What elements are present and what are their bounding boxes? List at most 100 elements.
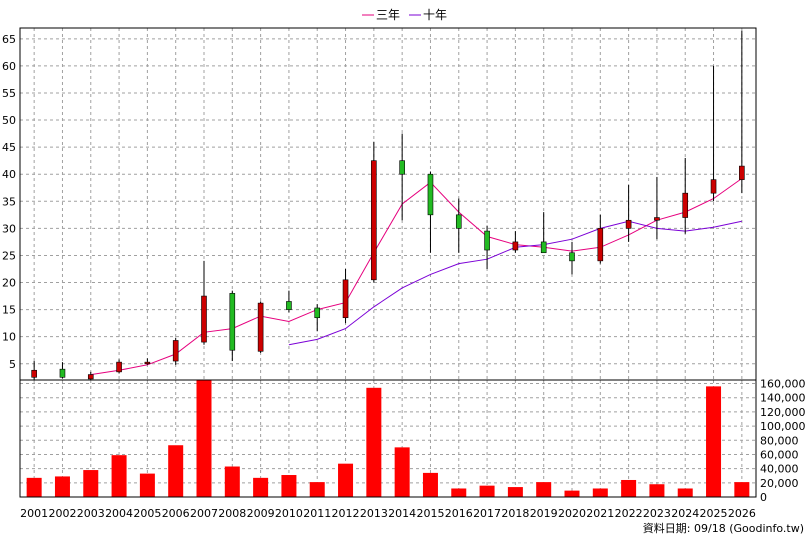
candle-body bbox=[144, 361, 151, 365]
price-panel-frame bbox=[19, 27, 757, 381]
candle-body bbox=[286, 301, 292, 310]
price-tick-label: 30 bbox=[2, 222, 16, 235]
price-tick-label: 35 bbox=[2, 195, 16, 208]
x-tick-label: 2024 bbox=[671, 507, 699, 520]
price-tick-label: 65 bbox=[2, 33, 16, 46]
volume-panel-grid bbox=[20, 380, 756, 498]
volume-tick-label: 160,000 bbox=[760, 378, 806, 391]
candle-body bbox=[710, 179, 717, 194]
candle-body bbox=[427, 173, 434, 216]
x-tick-label: 2017 bbox=[473, 507, 501, 520]
x-tick-label: 2005 bbox=[133, 507, 161, 520]
candle-body bbox=[512, 241, 519, 251]
volume-bar bbox=[564, 490, 580, 497]
candle-body bbox=[625, 219, 632, 229]
candle-body bbox=[229, 293, 236, 351]
volume-bar bbox=[451, 488, 467, 497]
candle-body bbox=[172, 340, 179, 362]
price-panel-grid bbox=[20, 28, 756, 380]
candle-body bbox=[455, 214, 462, 229]
candle-body bbox=[87, 374, 94, 380]
volume-bar bbox=[479, 485, 495, 497]
volume-bar bbox=[507, 487, 523, 497]
volume-bar bbox=[309, 482, 325, 497]
x-tick-label: 2004 bbox=[105, 507, 133, 520]
legend: 三年 十年 bbox=[362, 8, 447, 22]
volume-tick-label: 80,000 bbox=[760, 434, 799, 447]
candle-body bbox=[314, 307, 321, 319]
candle-body bbox=[257, 302, 264, 352]
volume-bar bbox=[168, 445, 184, 497]
x-tick-label: 2001 bbox=[20, 507, 48, 520]
volume-bar bbox=[592, 488, 608, 497]
x-tick-label: 2026 bbox=[728, 507, 756, 520]
volume-tick-label: 140,000 bbox=[760, 392, 806, 405]
price-tick-label: 20 bbox=[2, 277, 16, 290]
volume-tick-label: 100,000 bbox=[760, 420, 806, 433]
x-tick-label: 2006 bbox=[162, 507, 190, 520]
price-tick-label: 50 bbox=[2, 114, 16, 127]
x-tick-label: 2021 bbox=[586, 507, 614, 520]
volume-bar bbox=[111, 455, 127, 497]
volume-panel-frame bbox=[19, 379, 757, 498]
x-tick-label: 2010 bbox=[275, 507, 303, 520]
volume-bar bbox=[677, 488, 693, 497]
volume-tick-label: 120,000 bbox=[760, 406, 806, 419]
candle-body bbox=[597, 228, 604, 262]
volume-bar bbox=[253, 477, 269, 497]
volume-bar bbox=[394, 447, 410, 497]
volume-bar bbox=[734, 482, 750, 497]
ma-line-3yr bbox=[90, 178, 743, 376]
x-tick-label: 2007 bbox=[190, 507, 218, 520]
candle-body bbox=[31, 369, 37, 378]
volume-bar bbox=[139, 473, 155, 497]
volume-tick-label: 60,000 bbox=[760, 448, 799, 461]
price-tick-label: 40 bbox=[2, 168, 16, 181]
price-tick-label: 15 bbox=[2, 304, 16, 317]
x-tick-label: 2015 bbox=[416, 507, 444, 520]
price-tick-label: 60 bbox=[2, 60, 16, 73]
candle-body bbox=[682, 192, 689, 218]
price-tick-label: 5 bbox=[9, 358, 16, 371]
volume-bar bbox=[26, 477, 42, 497]
candlesticks bbox=[31, 30, 745, 380]
x-tick-label: 2020 bbox=[558, 507, 586, 520]
candle-body bbox=[484, 230, 490, 251]
x-tick-label: 2008 bbox=[218, 507, 246, 520]
x-tick-label: 2025 bbox=[700, 507, 728, 520]
price-tick-label: 45 bbox=[2, 141, 16, 154]
price-tick-label: 55 bbox=[2, 87, 16, 100]
x-tick-label: 2014 bbox=[388, 507, 416, 520]
candle-body bbox=[399, 160, 405, 175]
volume-bar bbox=[536, 482, 552, 497]
volume-bar bbox=[422, 472, 438, 497]
axes: 5101520253035404550556065020,00040,00060… bbox=[2, 27, 806, 520]
volume-bar bbox=[281, 475, 297, 497]
candle-body bbox=[654, 217, 660, 221]
x-tick-label: 2011 bbox=[303, 507, 331, 520]
source-note: 資料日期: 09/18 (Goodinfo.tw) bbox=[643, 521, 804, 535]
x-tick-label: 2002 bbox=[48, 507, 76, 520]
volume-bars bbox=[26, 380, 750, 497]
volume-tick-label: 0 bbox=[760, 491, 767, 504]
volume-bar bbox=[224, 466, 240, 497]
legend-label-10yr: 十年 bbox=[423, 8, 447, 22]
volume-bar bbox=[649, 484, 665, 497]
legend-label-3yr: 三年 bbox=[376, 8, 400, 22]
x-tick-label: 2009 bbox=[247, 507, 275, 520]
volume-bar bbox=[54, 476, 70, 497]
candle-body bbox=[59, 368, 66, 378]
volume-bar bbox=[83, 470, 99, 497]
x-tick-label: 2012 bbox=[332, 507, 360, 520]
x-tick-label: 2018 bbox=[501, 507, 529, 520]
volume-bar bbox=[366, 387, 382, 497]
volume-tick-label: 20,000 bbox=[760, 477, 799, 490]
price-tick-label: 25 bbox=[2, 249, 16, 262]
candle-body bbox=[116, 361, 122, 373]
x-tick-label: 2019 bbox=[530, 507, 558, 520]
candle-body bbox=[569, 252, 575, 262]
candle-body bbox=[371, 160, 377, 281]
volume-bar bbox=[196, 380, 212, 497]
candle-body bbox=[342, 279, 349, 319]
